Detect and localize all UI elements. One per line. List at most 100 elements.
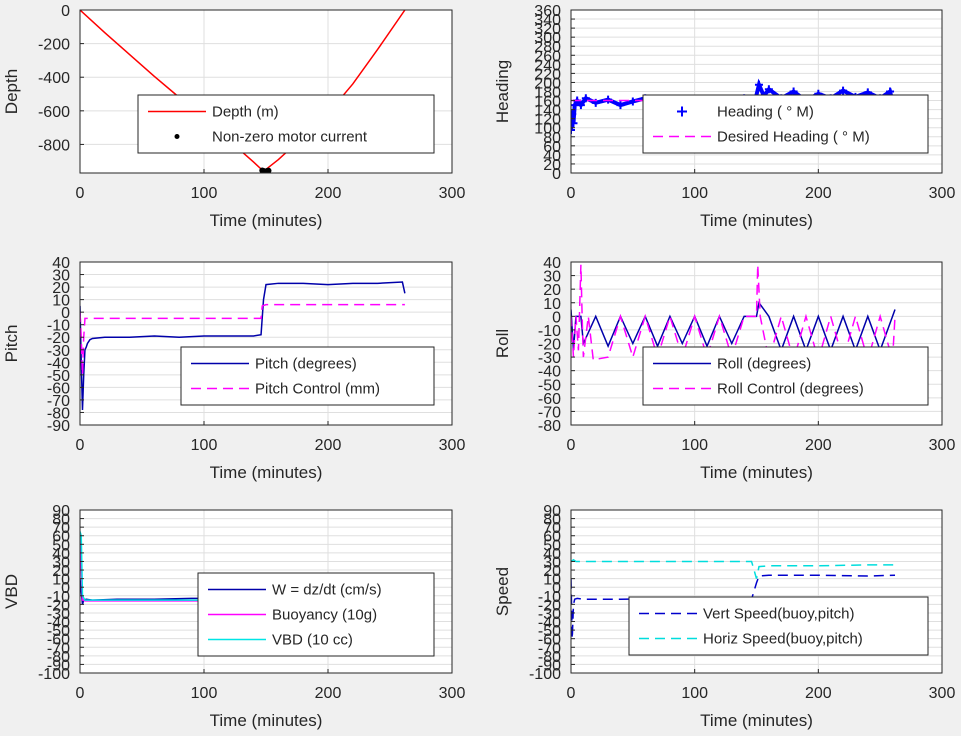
chart-panel-0: 0 100 200 300 0 -200 -400 -600 -800 Time (minutes… bbox=[2, 3, 465, 230]
x-tick-label: 300 bbox=[929, 185, 956, 202]
legend-box bbox=[628, 596, 929, 656]
y-tick-label: 240 bbox=[534, 57, 561, 74]
y-tick-label: 30 bbox=[52, 554, 70, 571]
chart-panel-2: 0 100 200 300403020100-10-20-30-40-50-60-70… bbox=[2, 255, 465, 482]
series-group bbox=[571, 558, 896, 639]
x-tick-label: 0 bbox=[76, 185, 85, 202]
x-axis-label: Time (minutes) bbox=[700, 211, 813, 230]
legend-label-0: W = dz/dt (cm/s) bbox=[272, 582, 382, 599]
legend-label-0: Depth (m) bbox=[212, 104, 279, 121]
x-tick-label: 200 bbox=[805, 685, 832, 702]
y-tick-label: 40 bbox=[543, 148, 561, 165]
x-tick-label: 100 bbox=[681, 185, 708, 202]
y-tick-label: 10 bbox=[543, 296, 561, 313]
y-axis-label: VBD bbox=[2, 574, 21, 609]
y-tick-label: 40 bbox=[52, 546, 70, 563]
y-tick-label: 10 bbox=[52, 293, 70, 310]
y-axis-label: Roll bbox=[493, 329, 512, 358]
y-tick-label: 160 bbox=[534, 94, 561, 111]
y-tick-label: -70 bbox=[538, 404, 561, 421]
legend: Pitch (degrees) Pitch Control (mm) bbox=[180, 346, 435, 406]
series-group bbox=[80, 281, 406, 410]
legend-label-0: Vert Speed(buoy,pitch) bbox=[703, 606, 854, 623]
series-0-point bbox=[571, 110, 577, 119]
y-tick-label: 70 bbox=[543, 520, 561, 537]
x-tick-label: 100 bbox=[681, 437, 708, 454]
x-tick-label: 200 bbox=[315, 185, 342, 202]
legend-label-1: Pitch Control (mm) bbox=[255, 381, 380, 398]
legend: Depth (m) Non-zero motor current bbox=[137, 94, 435, 154]
legend-marker-1 bbox=[174, 134, 180, 139]
y-tick-label: 0 bbox=[552, 166, 561, 183]
y-tick-label: 20 bbox=[543, 282, 561, 299]
y-tick-label: 340 bbox=[534, 12, 561, 29]
y-tick-label: 80 bbox=[543, 130, 561, 147]
legend-box bbox=[180, 346, 435, 406]
legend-label-1: Roll Control (degrees) bbox=[717, 381, 864, 398]
x-tick-label: 0 bbox=[76, 437, 85, 454]
y-tick-label: -70 bbox=[47, 393, 70, 410]
axes-box bbox=[79, 9, 453, 174]
y-tick-label: -20 bbox=[538, 337, 561, 354]
series-0-line bbox=[571, 574, 896, 639]
y-tick-label: -20 bbox=[47, 597, 70, 614]
legend: Vert Speed(buoy,pitch) Horiz Speed(buoy,p… bbox=[628, 596, 929, 656]
series-0-point bbox=[839, 86, 848, 95]
series-1-line bbox=[571, 558, 896, 579]
series-group bbox=[571, 264, 896, 363]
y-tick-label: -10 bbox=[538, 323, 561, 340]
y-axis-label: Heading bbox=[493, 60, 512, 123]
chart-panel-1: 0 100 200 300020406080100120140160180200220… bbox=[493, 3, 955, 230]
y-tick-label: 40 bbox=[543, 546, 561, 563]
y-tick-label: 0 bbox=[552, 309, 561, 326]
x-tick-label: 300 bbox=[929, 437, 956, 454]
series-0-point bbox=[604, 95, 613, 104]
y-tick-label: -70 bbox=[47, 640, 70, 657]
y-tick-label: -10 bbox=[47, 589, 70, 606]
x-tick-label: 100 bbox=[191, 185, 218, 202]
y-axis-label: Depth bbox=[2, 69, 21, 114]
y-tick-label: -60 bbox=[538, 632, 561, 649]
x-axis-label: Time (minutes) bbox=[210, 211, 323, 230]
chart-panel-3: 0 100 200 300403020100-10-20-30-40-50-60-70… bbox=[493, 255, 955, 482]
y-tick-label: -30 bbox=[47, 606, 70, 623]
y-tick-label: 220 bbox=[534, 66, 561, 83]
y-axis-label: Speed bbox=[493, 567, 512, 616]
series-0-line bbox=[80, 10, 406, 173]
y-tick-label: 20 bbox=[52, 280, 70, 297]
series-0-point bbox=[581, 94, 590, 103]
y-tick-label: -80 bbox=[538, 649, 561, 666]
y-tick-label: 120 bbox=[534, 112, 561, 129]
y-tick-label: 30 bbox=[543, 269, 561, 286]
series-0-point bbox=[764, 85, 773, 94]
series-0-point bbox=[571, 125, 575, 134]
y-tick-label: 30 bbox=[52, 268, 70, 285]
x-tick-label: 200 bbox=[805, 437, 832, 454]
legend: W = dz/dt (cm/s) Buoyancy (10g) VBD (10 cc… bbox=[197, 572, 435, 657]
series-group bbox=[80, 10, 406, 173]
y-tick-label: -90 bbox=[47, 418, 70, 435]
x-tick-label: 0 bbox=[76, 685, 85, 702]
x-tick-label: 100 bbox=[191, 685, 218, 702]
x-tick-label: 0 bbox=[567, 185, 576, 202]
legend-label-1: Desired Heading ( ° M) bbox=[717, 129, 870, 146]
y-tick-label: 50 bbox=[52, 537, 70, 554]
y-tick-label: 40 bbox=[52, 255, 70, 272]
series-1-point bbox=[265, 167, 272, 173]
y-tick-label: 20 bbox=[52, 563, 70, 580]
y-tick-label: 0 bbox=[552, 580, 561, 597]
y-tick-label: 300 bbox=[534, 30, 561, 47]
series-0-point bbox=[576, 101, 585, 110]
x-tick-label: 300 bbox=[439, 185, 466, 202]
legend-label-0: Heading ( ° M) bbox=[717, 104, 814, 121]
y-tick-label: 80 bbox=[52, 512, 70, 529]
y-tick-label: 180 bbox=[534, 85, 561, 102]
series-0-point bbox=[616, 101, 625, 110]
series-1-line bbox=[571, 264, 896, 363]
y-tick-label: 280 bbox=[534, 39, 561, 56]
axes-box bbox=[79, 509, 453, 674]
y-tick-label: 320 bbox=[534, 21, 561, 38]
x-axis-label: Time (minutes) bbox=[210, 711, 323, 730]
x-axis-label: Time (minutes) bbox=[700, 463, 813, 482]
